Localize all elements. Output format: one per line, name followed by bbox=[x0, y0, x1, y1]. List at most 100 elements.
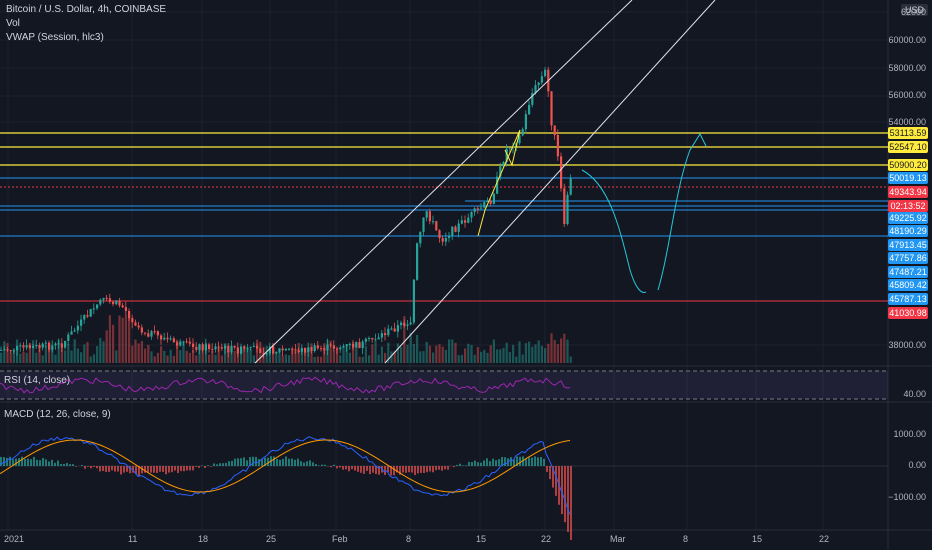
candle-body bbox=[451, 226, 454, 237]
macd-histogram bbox=[528, 457, 530, 466]
vol-legend[interactable]: Vol bbox=[6, 18, 20, 29]
macd-histogram bbox=[552, 466, 554, 488]
candle-body bbox=[83, 315, 86, 320]
candle-body bbox=[185, 341, 188, 343]
price-tag: 45809.42 bbox=[888, 279, 928, 291]
volume-bar bbox=[419, 351, 422, 363]
candle-body bbox=[44, 342, 47, 344]
candle-body bbox=[121, 305, 124, 308]
date-tick: 2021 bbox=[4, 534, 25, 544]
macd-histogram bbox=[27, 458, 29, 466]
candle-body bbox=[444, 238, 447, 242]
volume-bar bbox=[128, 316, 131, 363]
volume-bar bbox=[480, 351, 483, 363]
rsi-legend[interactable]: RSI (14, close) bbox=[4, 375, 71, 386]
macd-histogram bbox=[219, 463, 221, 466]
volume-bar bbox=[390, 351, 393, 363]
macd-histogram bbox=[39, 460, 41, 466]
macd-histogram bbox=[393, 466, 395, 476]
candle-body bbox=[457, 223, 460, 232]
candle-body bbox=[19, 345, 22, 347]
candle-body bbox=[374, 339, 377, 341]
candle-body bbox=[556, 134, 559, 157]
macd-histogram bbox=[564, 466, 566, 523]
horizontal-levels bbox=[0, 132, 888, 302]
candle-body bbox=[432, 221, 435, 223]
vwap-legend[interactable]: VWAP (Session, hlc3) bbox=[6, 32, 104, 43]
volume-bar bbox=[553, 340, 556, 363]
macd-histogram bbox=[516, 456, 518, 466]
volume-bar bbox=[499, 349, 502, 363]
volume-bar bbox=[300, 348, 303, 363]
macd-histogram bbox=[495, 460, 497, 466]
candle-body bbox=[38, 344, 41, 348]
price-tag: 47757.86 bbox=[888, 252, 928, 264]
volume-bar bbox=[284, 354, 287, 363]
volume-bar bbox=[342, 347, 345, 363]
volume-bar bbox=[243, 346, 246, 363]
volume-bar bbox=[441, 346, 444, 363]
volume-bar bbox=[387, 342, 390, 363]
candle-body bbox=[390, 328, 393, 330]
currency-button[interactable]: USD bbox=[900, 4, 928, 16]
macd-histogram bbox=[210, 466, 212, 467]
macd-legend[interactable]: MACD (12, 26, close, 9) bbox=[4, 409, 111, 420]
candle-body bbox=[400, 322, 403, 326]
volume-bar bbox=[435, 345, 438, 363]
volume-bar bbox=[160, 346, 163, 363]
macd-histogram bbox=[489, 461, 491, 466]
volume-bar bbox=[112, 324, 115, 363]
candle-body bbox=[393, 328, 396, 332]
macd-histogram bbox=[459, 463, 461, 466]
price-tag: 41030.98 bbox=[888, 307, 928, 319]
volume-bar bbox=[12, 348, 15, 363]
volume-bar bbox=[76, 348, 79, 363]
macd-histogram bbox=[387, 466, 389, 473]
volume-bar bbox=[467, 343, 470, 363]
candle-body bbox=[316, 345, 319, 349]
date-tick: 25 bbox=[266, 534, 277, 544]
volume-bar bbox=[208, 354, 211, 363]
macd-histogram bbox=[567, 466, 569, 532]
candle-body bbox=[80, 319, 83, 326]
candle-body bbox=[272, 346, 275, 354]
volume-bar bbox=[96, 345, 99, 363]
macd-histogram bbox=[96, 466, 98, 469]
volume-bar bbox=[179, 349, 182, 363]
candle-body bbox=[150, 331, 153, 337]
volume-bar bbox=[44, 345, 47, 363]
volume-bar bbox=[137, 343, 140, 363]
macd-histogram bbox=[186, 466, 188, 471]
macd-histogram bbox=[9, 456, 11, 466]
volume-bar bbox=[163, 350, 166, 363]
candle-body bbox=[12, 350, 15, 352]
candle-body bbox=[64, 340, 67, 348]
volume-bar bbox=[0, 352, 3, 363]
candle-body bbox=[323, 348, 326, 351]
macd-histogram bbox=[237, 458, 239, 466]
yellow-wave bbox=[477, 129, 521, 237]
macd-histogram bbox=[171, 466, 173, 473]
candle-body bbox=[198, 344, 201, 350]
macd-histogram bbox=[342, 466, 344, 470]
candle-body bbox=[326, 344, 329, 351]
macd-histogram bbox=[453, 466, 455, 468]
candle-body bbox=[569, 178, 572, 195]
candle-body bbox=[448, 236, 451, 239]
volume-bar bbox=[6, 342, 9, 363]
candle-body bbox=[368, 337, 371, 339]
volume-bar bbox=[28, 343, 31, 363]
symbol-legend[interactable]: Bitcoin / U.S. Dollar, 4h, COINBASE bbox=[6, 4, 167, 15]
macd-histogram bbox=[309, 460, 311, 466]
price-tick-58000: 58000.00 bbox=[888, 63, 926, 73]
volume-bar bbox=[35, 352, 38, 363]
candle-body bbox=[99, 299, 102, 305]
volume-bar bbox=[166, 355, 169, 363]
candle-body bbox=[22, 345, 25, 348]
volume-bar bbox=[92, 354, 95, 363]
candle-body bbox=[137, 325, 140, 328]
macd-histogram bbox=[501, 456, 503, 466]
candle-body bbox=[460, 220, 463, 224]
candle-body bbox=[310, 347, 313, 351]
